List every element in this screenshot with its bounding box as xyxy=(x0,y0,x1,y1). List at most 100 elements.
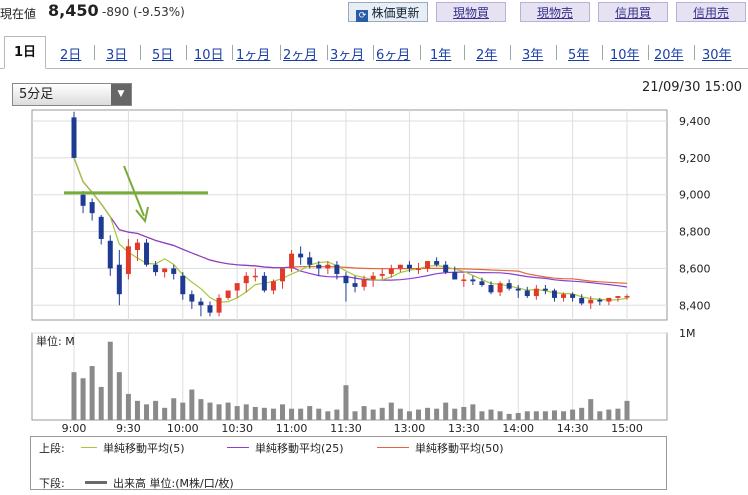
candle-body xyxy=(542,288,548,291)
price-plot-area xyxy=(31,109,668,321)
legend-ma50-swatch xyxy=(377,447,409,448)
tab-1y[interactable]: 1年 xyxy=(430,48,452,63)
y-tick-label: 9,000 xyxy=(679,189,711,202)
candle-body xyxy=(461,279,467,281)
x-tick-label: 13:00 xyxy=(394,422,426,435)
tab-divider xyxy=(464,45,465,60)
candle-body xyxy=(425,261,431,269)
tab-2m[interactable]: 2ヶ月 xyxy=(283,48,318,63)
x-tick-label: 11:30 xyxy=(330,422,362,435)
volume-bar xyxy=(506,413,512,420)
current-price: 8,450 xyxy=(48,1,99,20)
legend-ma5-label: 単純移動平均(5) xyxy=(103,442,185,455)
tab-10y[interactable]: 10年 xyxy=(610,48,640,63)
tab-divider xyxy=(373,45,374,60)
margin-buy-button[interactable]: 信用買 xyxy=(598,2,668,22)
y-tick-label: 9,200 xyxy=(679,152,711,165)
volume-bar xyxy=(162,407,168,420)
volume-bar xyxy=(379,407,385,420)
volume-bar xyxy=(280,404,286,420)
volume-bar xyxy=(243,404,249,420)
candle-body xyxy=(415,268,421,270)
candle-body xyxy=(606,297,612,302)
legend-ma50-label: 単純移動平均(50) xyxy=(415,442,504,455)
candle-body xyxy=(561,294,567,298)
volume-bar xyxy=(615,408,621,420)
volume-bar xyxy=(98,386,104,420)
tab-divider xyxy=(186,45,187,60)
tab-3d[interactable]: 3日 xyxy=(106,48,128,63)
tab-1d[interactable]: 1日 xyxy=(4,36,46,69)
legend-ma25-swatch xyxy=(227,447,249,448)
tab-divider xyxy=(420,45,421,60)
tab-divider xyxy=(694,45,695,60)
volume-bar xyxy=(234,406,240,420)
legend-ma5-swatch xyxy=(81,447,97,448)
candle-body xyxy=(261,275,267,291)
candle-body xyxy=(189,294,195,302)
tab-10d[interactable]: 10日 xyxy=(194,48,224,63)
candle-body xyxy=(551,290,557,298)
tab-3y[interactable]: 3年 xyxy=(522,48,544,63)
candle-body xyxy=(361,279,367,287)
x-tick-label: 10:00 xyxy=(167,422,199,435)
volume-bar xyxy=(452,408,458,420)
volume-bar xyxy=(71,372,77,420)
candle-body xyxy=(153,264,159,273)
candle-body xyxy=(533,288,539,297)
chart-legend: 上段: 単純移動平均(5) 単純移動平均(25) 単純移動平均(50) 下段: … xyxy=(30,436,667,490)
candle-body xyxy=(334,264,340,274)
volume-bar xyxy=(370,409,376,420)
tab-divider xyxy=(94,45,95,60)
volume-bar xyxy=(189,389,195,420)
candle-body xyxy=(588,299,594,304)
tab-1m[interactable]: 1ヶ月 xyxy=(236,48,271,63)
tab-2d[interactable]: 2日 xyxy=(60,48,82,63)
chevron-down-icon[interactable]: ▼ xyxy=(111,84,131,105)
tab-divider xyxy=(648,45,649,60)
candle-body xyxy=(107,240,113,269)
volume-bar xyxy=(352,411,358,420)
volume-bar xyxy=(479,411,485,420)
volume-tick-label: 1M xyxy=(679,327,696,340)
annotation-arrowhead xyxy=(135,206,149,224)
volume-bar xyxy=(89,366,95,420)
volume-bar xyxy=(606,409,612,420)
tab-30y[interactable]: 30年 xyxy=(702,48,732,63)
refresh-icon: ⟳ xyxy=(356,10,369,22)
x-tick-label: 10:30 xyxy=(221,422,253,435)
cash-sell-button[interactable]: 現物売 xyxy=(520,2,590,22)
candle-body xyxy=(98,216,104,239)
margin-sell-button[interactable]: 信用売 xyxy=(676,2,746,22)
tab-2y[interactable]: 2年 xyxy=(476,48,498,63)
candle-body xyxy=(171,268,177,274)
candle-body xyxy=(134,242,140,250)
period-tabs: 1日 2日 3日 5日 10日 1ヶ月 2ヶ月 3ヶ月 6ヶ月 1年 2年 3年… xyxy=(0,36,748,69)
interval-select[interactable]: 5分足 ▼ xyxy=(12,83,132,106)
candle-body xyxy=(180,275,186,295)
volume-bar xyxy=(579,407,585,420)
volume-bar xyxy=(461,406,467,420)
volume-bar xyxy=(570,409,576,420)
tab-5y[interactable]: 5年 xyxy=(568,48,590,63)
volume-bar xyxy=(125,393,131,420)
candle-body xyxy=(216,297,222,313)
volume-bar xyxy=(289,408,295,420)
x-tick-label: 13:30 xyxy=(448,422,480,435)
volume-bar xyxy=(551,410,557,420)
volume-bar xyxy=(198,399,204,420)
candle-body xyxy=(579,297,585,304)
refresh-button[interactable]: ⟳ 株価更新 xyxy=(348,2,428,22)
tab-3m[interactable]: 3ヶ月 xyxy=(330,48,365,63)
tab-6m[interactable]: 6ヶ月 xyxy=(376,48,411,63)
annotation-arrow xyxy=(123,165,145,217)
volume-bar xyxy=(144,404,150,420)
cash-buy-button[interactable]: 現物買 xyxy=(436,2,506,22)
y-tick-label: 8,400 xyxy=(679,299,711,312)
tab-20y[interactable]: 20年 xyxy=(654,48,684,63)
legend-upper-label: 上段: xyxy=(39,442,65,455)
volume-bar xyxy=(116,372,122,420)
tab-5d[interactable]: 5日 xyxy=(152,48,174,63)
candle-body xyxy=(443,264,449,273)
volume-bar xyxy=(488,409,494,420)
